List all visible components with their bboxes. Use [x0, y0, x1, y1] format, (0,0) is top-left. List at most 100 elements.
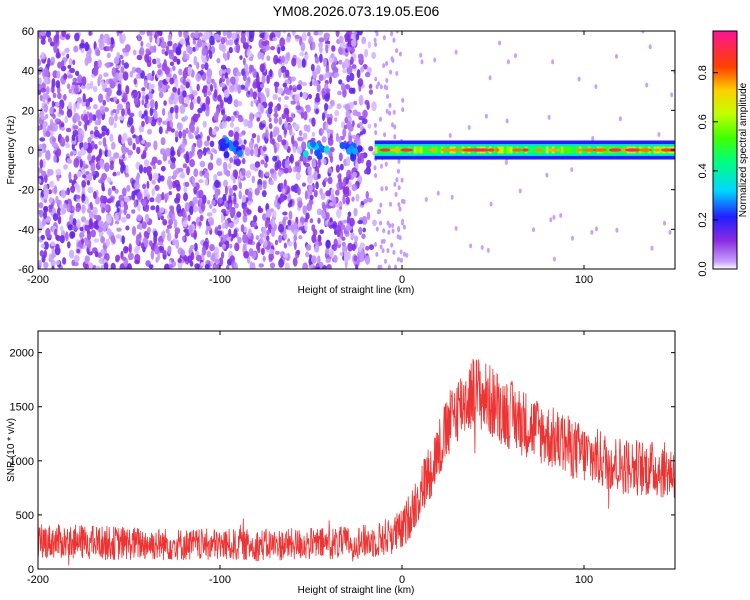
noise-cell: [253, 113, 260, 118]
spectrogram-ytick-label: -60: [18, 264, 34, 276]
noise-cell: [249, 87, 254, 98]
noise-cell: [282, 253, 289, 259]
noise-cell: [168, 53, 175, 60]
noise-cell: [87, 207, 92, 214]
noise-cell: [362, 128, 366, 135]
noise-cell: [47, 168, 50, 178]
noise-cell: [226, 76, 230, 86]
noise-cell: [79, 226, 84, 232]
noise-cell: [66, 203, 71, 213]
spectrogram-ylabel: Frequency (Hz): [6, 116, 17, 185]
noise-cell: [149, 107, 154, 117]
noise-cell: [388, 103, 392, 108]
noise-cell: [393, 134, 397, 140]
noise-cell: [221, 68, 227, 74]
noise-cell: [349, 101, 354, 110]
noise-cell: [76, 185, 81, 194]
noise-cell: [235, 158, 241, 167]
noise-cell: [246, 50, 253, 57]
noise-cell: [321, 265, 328, 269]
noise-cell: [265, 208, 272, 218]
noise-cell: [296, 57, 301, 66]
noise-cell: [242, 74, 247, 82]
noise-cell: [102, 99, 106, 106]
noise-cell: [43, 103, 49, 113]
noise-cell: [229, 121, 235, 128]
noise-cell: [206, 225, 212, 232]
noise-cell: [217, 94, 222, 102]
noise-cell: [365, 245, 370, 251]
noise-cell: [285, 89, 292, 95]
noise-cell: [233, 262, 238, 269]
noise-cell: [43, 75, 49, 85]
noise-cell: [229, 76, 236, 85]
noise-cell: [307, 155, 313, 161]
noise-cell: [269, 69, 273, 78]
noise-cell: [182, 50, 187, 60]
noise-cell: [248, 140, 254, 149]
noise-cell: [375, 226, 379, 232]
noise-cell: [177, 258, 182, 263]
spectrogram-ytick-label: 20: [22, 105, 34, 117]
noise-cell: [213, 33, 220, 41]
noise-cell: [325, 239, 331, 249]
noise-cell: [367, 197, 373, 203]
noise-cell: [293, 241, 297, 250]
noise-cell: [325, 71, 331, 78]
noise-cell: [211, 199, 216, 206]
noise-cell: [171, 205, 175, 214]
noise-cell: [287, 219, 292, 226]
noise-cell: [52, 123, 58, 132]
noise-cell: [106, 214, 112, 224]
noise-cell: [294, 93, 300, 103]
noise-cell: [101, 109, 105, 115]
noise-cell: [123, 108, 128, 117]
signal-band-core: [374, 146, 378, 154]
noise-cell: [311, 234, 317, 244]
noise-cell: [101, 80, 105, 89]
noise-cell: [141, 99, 145, 106]
noise-cell: [65, 190, 69, 195]
noise-cell: [318, 241, 323, 247]
noise-cell: [323, 158, 327, 165]
noise-cell: [216, 57, 221, 64]
noise-cell: [40, 31, 46, 37]
noise-cell: [591, 136, 595, 141]
noise-cell: [358, 175, 363, 183]
noise-cell: [179, 38, 186, 45]
noise-cell: [311, 132, 316, 137]
noise-cell: [75, 70, 80, 77]
noise-cell: [398, 235, 402, 241]
noise-cell: [264, 219, 269, 229]
signal-peak: [471, 148, 485, 152]
noise-cell: [349, 217, 355, 227]
noise-cell: [94, 195, 100, 205]
noise-cell: [63, 202, 67, 209]
noise-cell: [397, 185, 401, 191]
noise-cell: [94, 143, 98, 150]
noise-cell: [167, 245, 172, 254]
noise-cell: [206, 199, 211, 205]
noise-cell: [318, 74, 324, 82]
noise-cell: [342, 128, 347, 138]
noise-cell: [121, 59, 125, 66]
noise-cell: [315, 181, 319, 190]
noise-cell: [103, 223, 107, 233]
noise-cell: [324, 220, 328, 226]
noise-cell: [116, 227, 122, 232]
noise-cell: [272, 37, 278, 42]
spectral-blob: [346, 147, 353, 155]
noise-cell: [663, 220, 666, 226]
noise-cell: [68, 88, 72, 94]
noise-cell: [254, 161, 261, 168]
noise-cell: [124, 196, 130, 203]
noise-cell: [366, 211, 371, 221]
noise-cell: [141, 90, 146, 96]
noise-cell: [202, 120, 207, 128]
noise-cell: [132, 89, 138, 99]
noise-cell: [102, 137, 107, 147]
noise-cell: [245, 70, 250, 76]
noise-cell: [173, 219, 178, 228]
noise-cell: [305, 104, 311, 113]
